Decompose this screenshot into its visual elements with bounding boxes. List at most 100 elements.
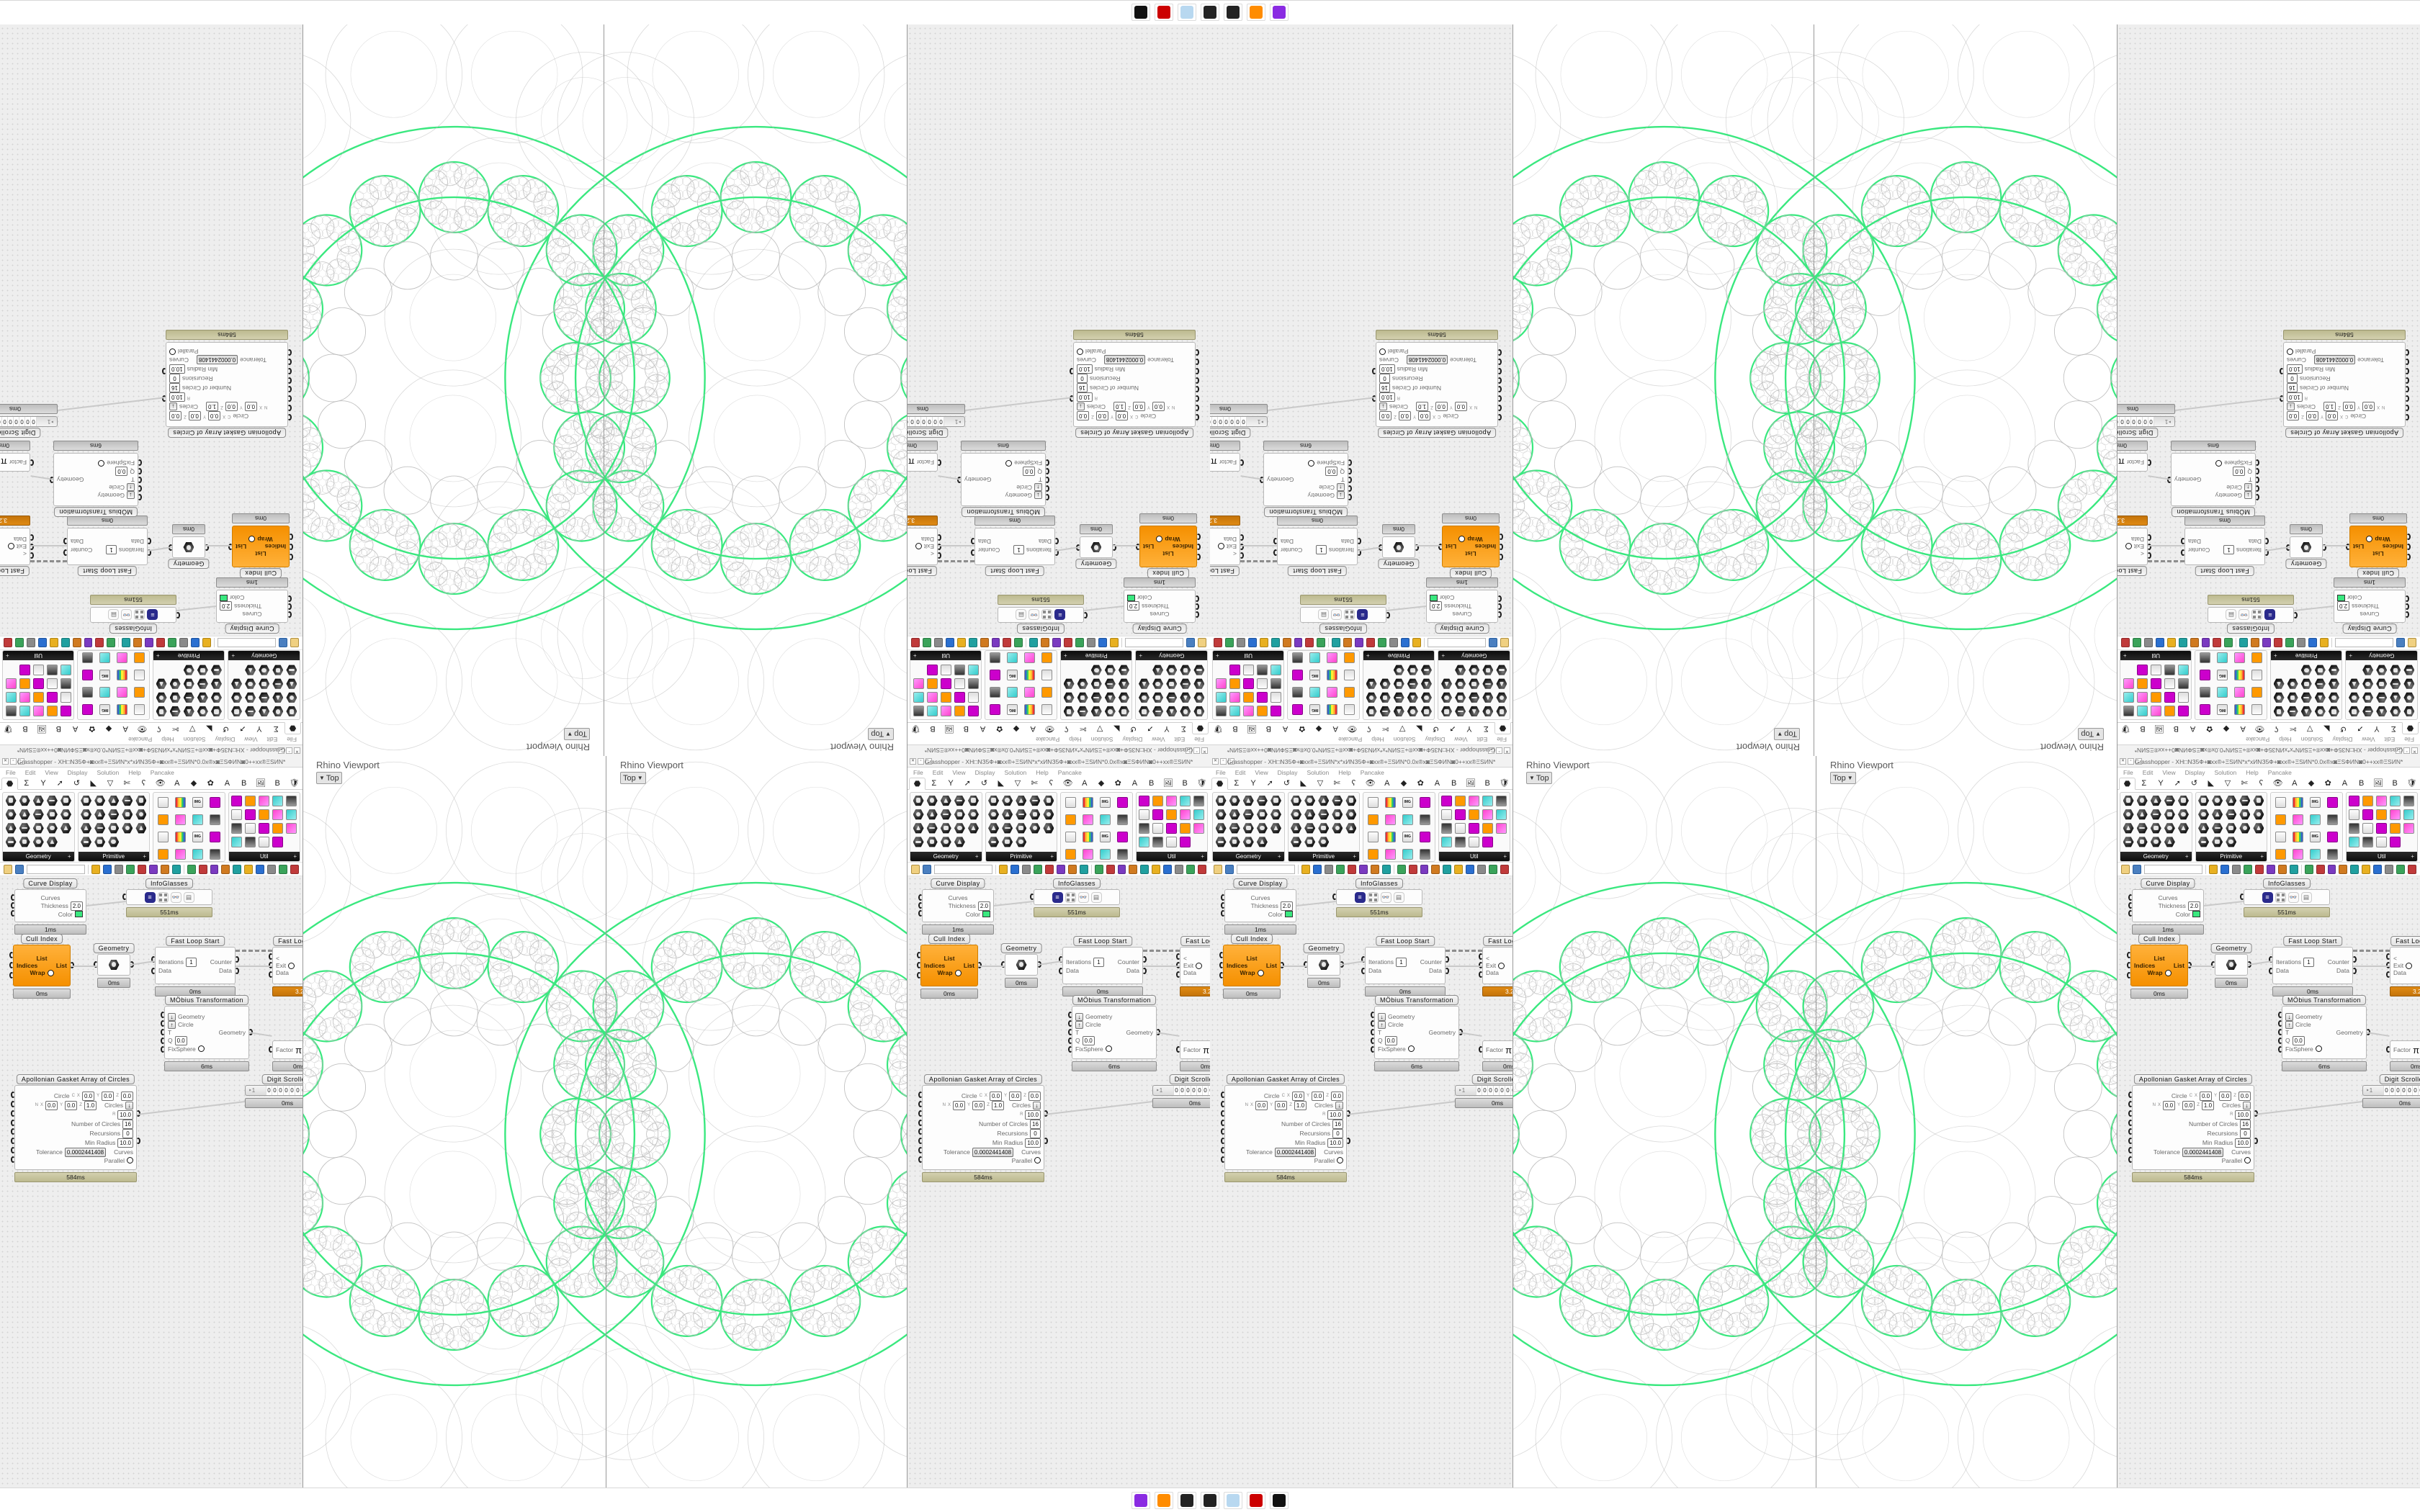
component-icon[interactable] — [1440, 678, 1453, 690]
toolbar-icon-1[interactable] — [198, 864, 207, 874]
value-field[interactable]: 0 — [169, 374, 180, 384]
component-icon[interactable] — [2136, 664, 2148, 677]
component-icon[interactable] — [967, 664, 980, 677]
component-m-bius-transformation[interactable]: MÖbius Transformation ↓ Geometry ↑ Circle T Ge… — [1260, 441, 1352, 517]
ribbon-group-icons[interactable]: IMG IMG — [1363, 793, 1435, 861]
ribbon-shield-tab[interactable]: 🛡 — [289, 779, 300, 788]
component-apollonian-gasket-array-of-circles[interactable]: Apollonian Gasket Array of Circles Circle… — [1221, 1074, 1350, 1182]
component-icon[interactable] — [1097, 846, 1113, 861]
output-nub[interactable] — [235, 955, 239, 963]
component-icon[interactable] — [939, 678, 952, 690]
digit-cell[interactable]: 0 — [1210, 417, 1212, 426]
save-icon[interactable] — [279, 638, 288, 648]
component-node[interactable]: FactorπOutput0ms — [0, 441, 34, 472]
value-field[interactable]: 0.0 — [1023, 467, 1036, 477]
exit-toggle[interactable] — [288, 962, 295, 969]
component-icon[interactable] — [1482, 691, 1494, 704]
bake-icon[interactable] — [1067, 864, 1077, 874]
value-field[interactable]: 1 — [106, 545, 117, 555]
menu-item-help[interactable]: Help — [161, 736, 174, 744]
input-nub[interactable] — [2406, 544, 2411, 550]
input-nub[interactable] — [918, 1156, 923, 1164]
digit-scroller-slider[interactable]: ‣100000000000 — [1455, 1085, 1512, 1096]
component-icon[interactable] — [2136, 705, 2148, 718]
ribbon-curve-tab[interactable]: ↺ — [980, 779, 988, 788]
gh-toolbar[interactable] — [1210, 636, 1512, 650]
component-icon[interactable] — [2214, 650, 2231, 666]
component-icon[interactable] — [2231, 701, 2248, 718]
ribbon-group-icons[interactable] — [2347, 660, 2418, 719]
component-icon[interactable] — [2163, 835, 2176, 848]
flatten-icon[interactable]: ↓ — [127, 491, 135, 500]
digit-cell[interactable]: 0 — [277, 1086, 283, 1095]
ribbon-lunchbox-tab[interactable]: ✿ — [1417, 779, 1424, 788]
save-icon[interactable] — [1098, 638, 1107, 648]
ribbon-image-tab[interactable]: 🖼 — [2154, 724, 2165, 733]
component-icon[interactable] — [172, 794, 189, 811]
component-body[interactable]: <ExitDataData — [0, 528, 34, 565]
ribbon-lunchbox-tab[interactable]: ✿ — [1299, 724, 1306, 733]
component-cull-index[interactable]: Cull Index List Indices List Wrap 0ms — [2346, 513, 2411, 578]
value-field[interactable]: 10.0 — [1025, 1110, 1041, 1120]
component-icon[interactable] — [2197, 667, 2214, 683]
component-icon[interactable] — [912, 808, 925, 821]
toolbar-icon-2[interactable] — [1117, 864, 1126, 874]
ribbon-shield-tab[interactable]: 🛡 — [3, 724, 14, 733]
component-icon[interactable] — [2348, 808, 2361, 821]
component-icon[interactable] — [1392, 664, 1405, 677]
rhino-viewport-container[interactable]: Rhino Viewport ▼ Top Rhino Viewport Top … — [1512, 0, 2118, 756]
input-nub[interactable] — [1221, 910, 1225, 917]
component-icon[interactable] — [230, 835, 243, 848]
component-fast-loop-start[interactable]: Fast Loop Start Iterations 1 Counter Data Dat… — [971, 516, 1059, 576]
save-icon[interactable] — [2308, 638, 2317, 648]
component-icon[interactable] — [2389, 794, 2402, 807]
toolbar-icon-0[interactable] — [1397, 864, 1406, 874]
component-icon[interactable] — [2362, 705, 2375, 718]
component-icon[interactable] — [1269, 822, 1282, 834]
component-icon[interactable] — [1152, 808, 1165, 821]
wireframe-icon[interactable] — [1056, 864, 1065, 874]
component-body[interactable]: Circle C X 0.0 Y 0.0 Z 0.0 N X 0.0 Y 0.0 Z 1.0 Circles ↓… — [2280, 342, 2409, 427]
ribbon-image-tab[interactable]: 🖼 — [2372, 779, 2383, 788]
component-icon[interactable] — [2249, 684, 2265, 701]
component-icon[interactable] — [1076, 705, 1089, 718]
output-nub[interactable] — [1346, 1110, 1350, 1117]
ribbon-display-tab[interactable]: 👁 — [1365, 779, 1376, 788]
input-nub[interactable] — [1219, 952, 1224, 958]
value-field[interactable]: 10.0 — [1077, 364, 1093, 374]
gh-ribbon-tabs[interactable]: ⬣ Σ Y ➚ ↺ ◣ ▽ ✄ ʕ 👁 A ◆ ✿ A B 🖼 B 🛡 — [2118, 722, 2420, 735]
component-icon[interactable] — [953, 664, 966, 677]
digit-group[interactable]: 00000000000 — [0, 417, 37, 426]
component-icon[interactable] — [196, 678, 209, 690]
component-icon[interactable] — [18, 822, 31, 834]
component-icon[interactable] — [1304, 808, 1317, 821]
gh-toolbar[interactable] — [1210, 862, 1512, 876]
component-icon[interactable]: IMG — [1307, 701, 1323, 718]
component-icon[interactable] — [285, 822, 298, 834]
toolbar-icon-1[interactable] — [2316, 864, 2325, 874]
ribbon-maths-tab[interactable]: Σ — [1180, 724, 1186, 734]
ribbon-group-icons[interactable] — [1137, 793, 1208, 852]
component-icon[interactable] — [1290, 808, 1303, 821]
input-nub[interactable] — [1195, 386, 1199, 393]
value-field[interactable]: 0.0 — [2342, 402, 2355, 412]
component-icon[interactable] — [1482, 794, 1494, 807]
digit-group[interactable]: 00000000000 — [1476, 1086, 1512, 1095]
ribbon-display-tab[interactable]: 👁 — [1044, 724, 1055, 733]
component-icon[interactable] — [18, 835, 31, 848]
value-field[interactable]: 0.0 — [1028, 1091, 1041, 1101]
input-nub[interactable] — [2240, 894, 2244, 900]
toolbar-icon-0[interactable] — [187, 864, 196, 874]
component-curve-display[interactable]: Curve Display Curves Thickness 2.0 Color 1ms — [2334, 577, 2409, 634]
component-icon[interactable] — [1062, 846, 1079, 861]
component-icon[interactable] — [18, 794, 31, 807]
component-m-bius-transformation[interactable]: MÖbius Transformation ↓ Geometry ↑ Circle T Ge… — [1068, 995, 1160, 1071]
toolbar-icon-5[interactable] — [2166, 638, 2176, 648]
component-icon[interactable] — [1468, 794, 1481, 807]
component-icon[interactable] — [1242, 705, 1255, 718]
component-icon[interactable] — [272, 794, 284, 807]
component-icon[interactable] — [1454, 822, 1467, 834]
toolbar-icon-9[interactable] — [2408, 864, 2417, 874]
component-icon[interactable] — [1392, 705, 1405, 718]
value-field[interactable]: 1.0 — [991, 1100, 1005, 1110]
